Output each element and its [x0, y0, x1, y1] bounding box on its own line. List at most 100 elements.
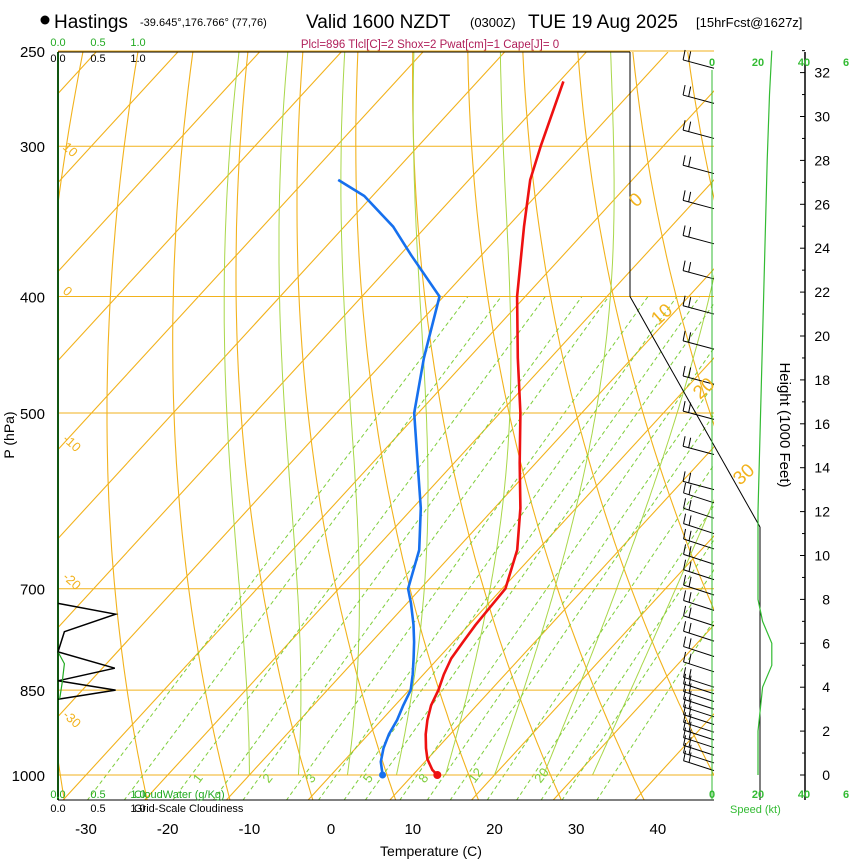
wind-barb [683, 621, 715, 642]
wind-barb-feather [682, 471, 686, 482]
wind-barb [682, 190, 715, 210]
wind-barb-feather [688, 675, 692, 686]
wind-barb-feather [688, 472, 692, 483]
wind-barb-feather [683, 482, 687, 494]
cloudiness-tick-bottom: 0.5 [90, 803, 105, 815]
wind-barb-feather [688, 297, 692, 308]
wind-barb-feather [683, 575, 687, 586]
mixing-ratio-label: 2 [259, 771, 275, 786]
wind-barb-feather [688, 515, 692, 526]
mixing-ratio-line [449, 413, 714, 800]
height-tick-label: 26 [814, 196, 830, 212]
isotherm-line [58, 52, 342, 362]
dewpoint-line [337, 178, 441, 776]
wind-barb [683, 482, 715, 504]
wind-barb-feather [682, 225, 686, 236]
wind-barb-feather [688, 561, 692, 572]
speed-tick-label: 40 [798, 789, 810, 801]
wind-barb [682, 295, 715, 315]
mixing-ratio-label: 8 [415, 771, 431, 786]
wind-barb-feather [683, 673, 687, 684]
mixing-ratio-label: 3 [303, 771, 319, 786]
moist-adiabat-line [543, 274, 714, 776]
wind-barb [683, 590, 715, 611]
wind-barb-feather [683, 667, 687, 678]
valid-date: TUE 19 Aug 2025 [528, 12, 678, 33]
wind-barb-feather [688, 721, 692, 732]
wind-barb-feather [683, 719, 687, 731]
cloudiness-tick-top: 0.5 [90, 53, 105, 65]
wind-barb-feather [688, 622, 692, 634]
zulu-time: (0300Z) [470, 15, 516, 30]
isotherm-label: -20 [60, 569, 84, 593]
wind-barb-feather [683, 498, 687, 509]
isotherm-line [307, 357, 714, 800]
mixing-ratio-line [540, 538, 714, 800]
cloudiness-label: Grid-Scale Cloudiness [134, 803, 244, 815]
dry-adiabat-line [355, 52, 480, 800]
cloudiness-tick-bottom: 0.0 [50, 803, 65, 815]
frame-diagonal [629, 296, 761, 528]
dry-adiabat-line [577, 52, 714, 612]
speed-tick-label: 0 [709, 57, 715, 69]
isobar-lines [58, 50, 714, 776]
wind-barb-feather [688, 592, 692, 603]
isotherm-grid [58, 52, 714, 800]
wind-barb-staff [682, 164, 715, 175]
cloud-water-line [57, 602, 119, 701]
wind-barb [682, 84, 715, 104]
mixing-ratio-grid [86, 296, 714, 800]
wind-barb-feather [688, 156, 692, 167]
mixing-ratio-line [285, 296, 649, 800]
wind-barb-staff [683, 729, 715, 741]
wind-barb-feather [683, 681, 687, 692]
mixing-ratio-line [426, 383, 714, 800]
x-tick-label: -30 [75, 821, 97, 838]
chart-frame [57, 50, 806, 801]
surface-dewpoint-marker [379, 771, 387, 779]
wind-barb-feather [688, 729, 692, 740]
wind-barb-staff [683, 600, 715, 611]
mixing-ratio-label: 5 [360, 771, 376, 786]
sounding-profiles [337, 80, 565, 776]
wind-barb-feather [688, 668, 692, 680]
wind-barb-feather [688, 737, 692, 748]
wind-barb-feather [683, 636, 687, 647]
speed-tick-label: 20 [752, 789, 764, 801]
x-tick-label: 20 [486, 821, 503, 838]
wind-barb-feather [683, 651, 687, 663]
wind-barb-staff [683, 698, 715, 710]
height-tick-label: 12 [814, 504, 830, 520]
cloud-water-tick-top: 1.0 [130, 37, 145, 49]
mixing-ratio-label: 20 [531, 765, 552, 786]
wind-barb-staff [683, 691, 715, 702]
isotherm-line [58, 52, 587, 629]
wind-barb [683, 719, 715, 741]
isotherm-label: -10 [60, 431, 84, 455]
pressure-tick-label: 250 [20, 44, 45, 61]
mixing-ratio-line [242, 296, 610, 800]
height-tick-label: 20 [814, 328, 830, 344]
dry-adiabat-line [172, 52, 231, 800]
wind-barb-staff [682, 199, 715, 210]
valid-time: Valid 1600 NZDT [306, 12, 451, 33]
mixing-ratio-label: 12 [465, 765, 486, 786]
moist-adiabat-line [396, 52, 429, 776]
wind-barb-feather [688, 638, 692, 649]
height-tick-label: 16 [814, 416, 830, 432]
wind-barbs [682, 49, 715, 772]
wind-barb-feather [683, 528, 687, 540]
forecast-info: [15hrFcst@1627z] [696, 15, 802, 30]
wind-barb [683, 750, 715, 772]
wind-barb [682, 365, 715, 385]
isotherm-label: 30 [729, 460, 759, 490]
height-tick-label: 32 [814, 65, 830, 81]
wind-barb-feather [688, 698, 692, 709]
wind-barb-feather [683, 742, 687, 754]
wind-barb-feather [688, 530, 692, 541]
moist-adiabat-line [445, 52, 512, 776]
height-tick-label: 28 [814, 152, 830, 168]
mixing-ratio-line [212, 296, 583, 800]
wind-barb-feather [688, 744, 692, 755]
wind-barb-feather [682, 260, 686, 271]
